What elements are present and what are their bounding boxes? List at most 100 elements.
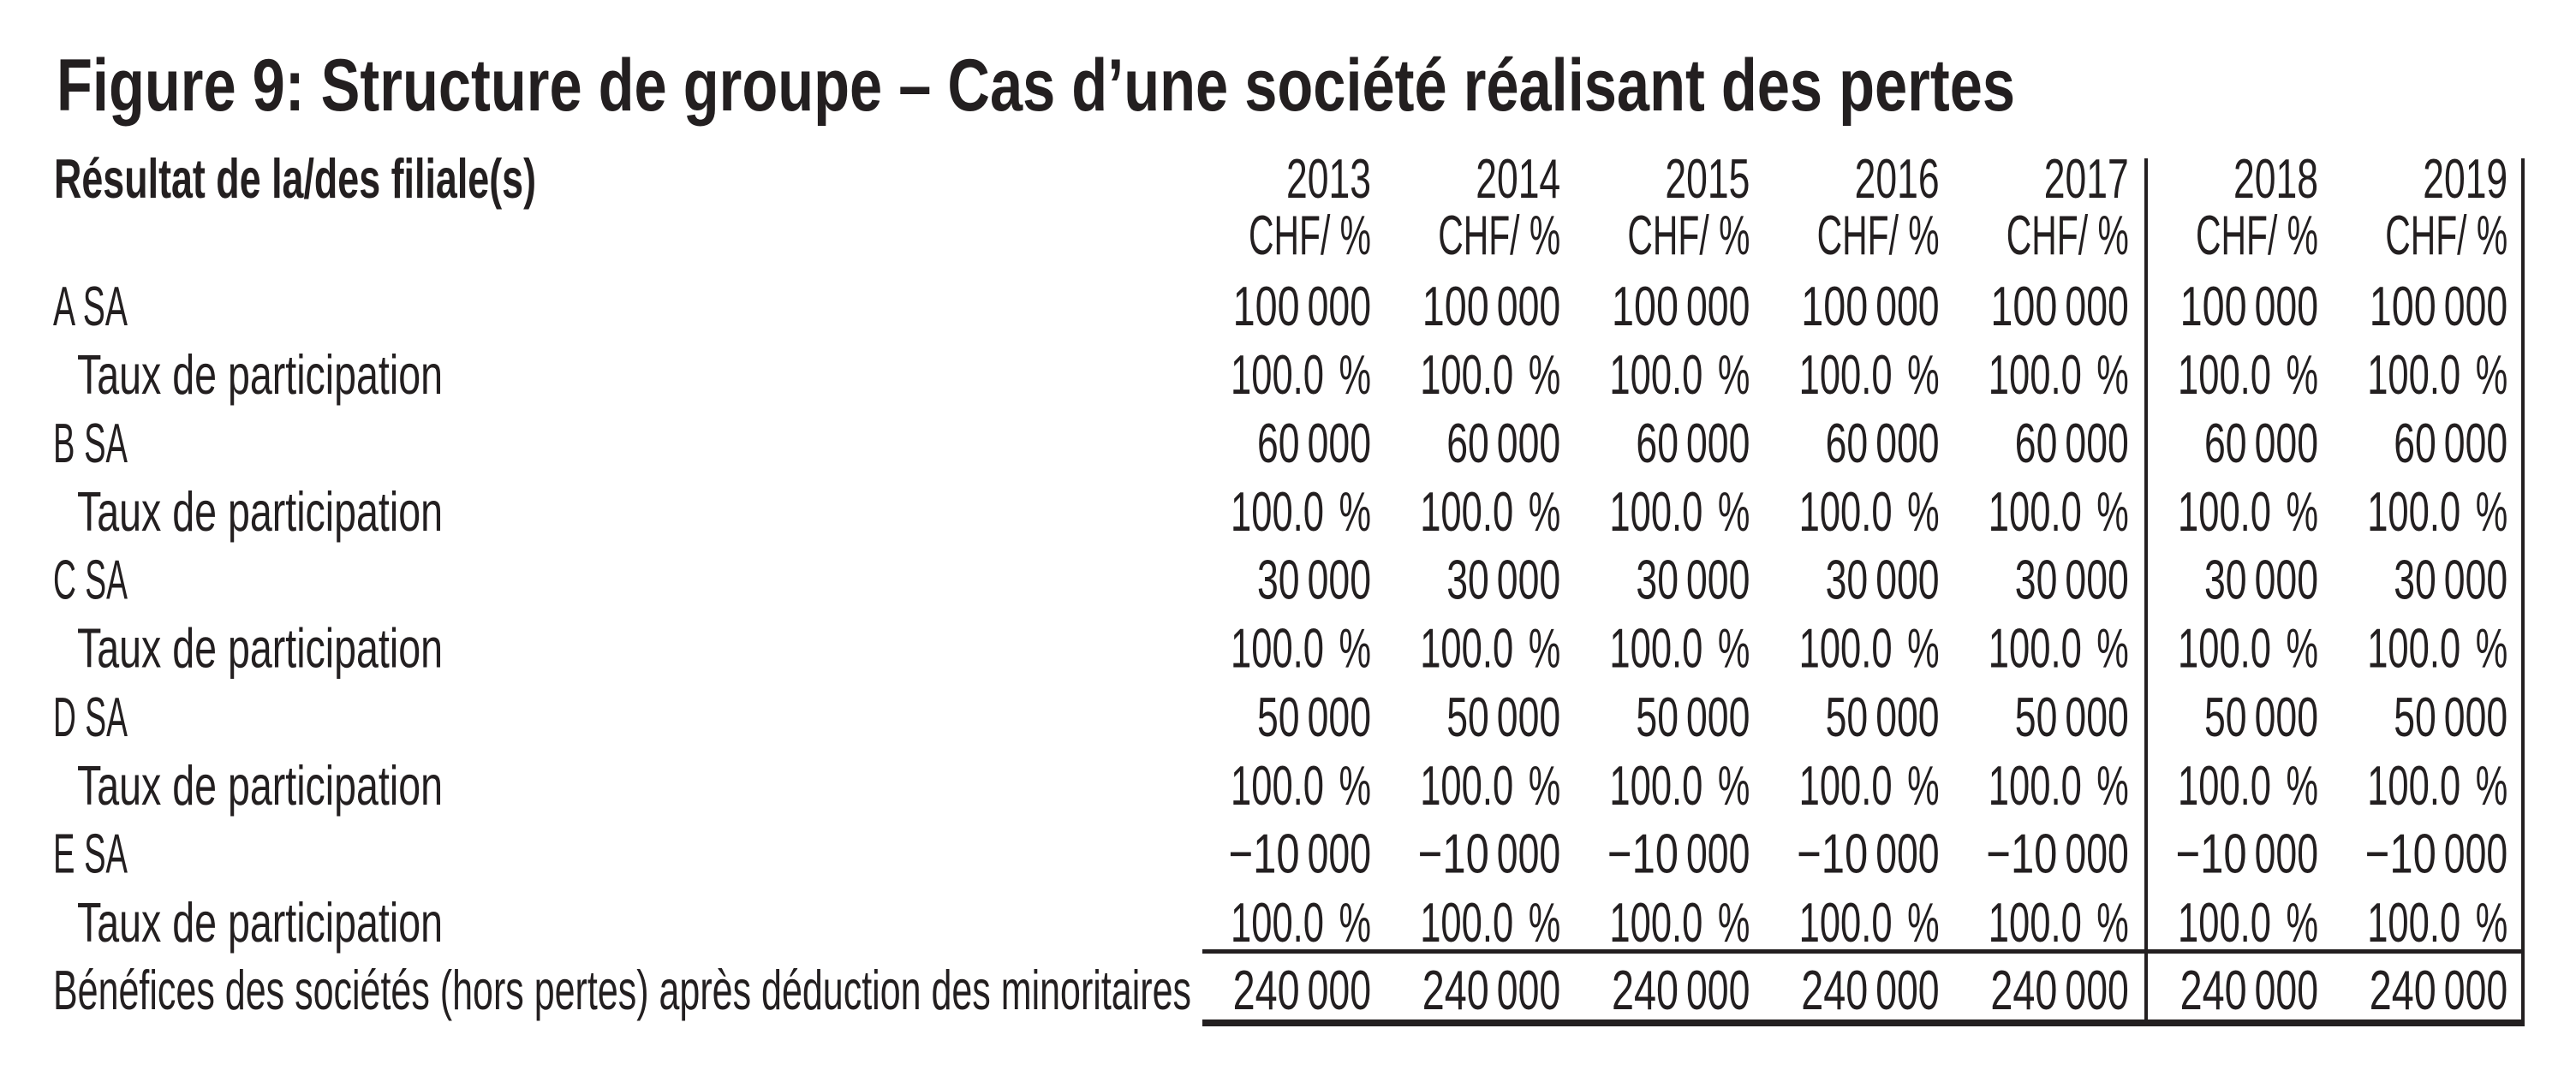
- svg-text:−10: −10: [1418, 823, 1489, 885]
- svg-text:100.0: 100.0: [2178, 891, 2271, 954]
- svg-text:CHF/ %: CHF/ %: [2007, 204, 2129, 266]
- svg-text:60: 60: [2015, 412, 2058, 474]
- svg-text:000: 000: [2444, 686, 2507, 748]
- svg-text:2014: 2014: [1476, 147, 1560, 210]
- svg-text:000: 000: [1875, 959, 1939, 1021]
- svg-text:000: 000: [2065, 275, 2128, 337]
- svg-text:100.0: 100.0: [1989, 480, 2082, 543]
- svg-text:240: 240: [1422, 959, 1489, 1021]
- svg-text:Taux de participation: Taux de participation: [77, 891, 443, 954]
- svg-text:100.0: 100.0: [1609, 480, 1702, 543]
- svg-text:100.0: 100.0: [1609, 617, 1702, 680]
- svg-text:100.0: 100.0: [1799, 891, 1893, 954]
- svg-text:000: 000: [1686, 686, 1750, 748]
- svg-text:60: 60: [2394, 412, 2436, 474]
- svg-text:100.0: 100.0: [1420, 891, 1513, 954]
- svg-text:100.0: 100.0: [1231, 343, 1324, 406]
- svg-text:100.0: 100.0: [1231, 754, 1324, 817]
- svg-text:C SA: C SA: [53, 549, 128, 611]
- svg-text:30: 30: [2394, 549, 2436, 611]
- svg-text:%: %: [1718, 754, 1750, 817]
- svg-text:000: 000: [1686, 412, 1750, 474]
- svg-text:%: %: [1529, 754, 1561, 817]
- svg-text:100: 100: [1990, 275, 2057, 337]
- svg-text:30: 30: [1446, 549, 1489, 611]
- svg-text:000: 000: [1686, 959, 1750, 1021]
- svg-text:100: 100: [1612, 275, 1679, 337]
- svg-text:100.0: 100.0: [2367, 891, 2460, 954]
- svg-text:Taux de participation: Taux de participation: [77, 617, 443, 680]
- svg-text:−10: −10: [1229, 823, 1300, 885]
- svg-text:%: %: [1718, 343, 1750, 406]
- svg-text:000: 000: [1308, 275, 1371, 337]
- svg-text:000: 000: [1308, 549, 1371, 611]
- svg-text:E SA: E SA: [53, 823, 128, 885]
- svg-text:50: 50: [1826, 686, 1869, 748]
- svg-text:000: 000: [1875, 275, 1939, 337]
- svg-text:30: 30: [2015, 549, 2058, 611]
- svg-text:000: 000: [2065, 412, 2128, 474]
- svg-text:000: 000: [1497, 959, 1560, 1021]
- svg-text:000: 000: [1497, 275, 1560, 337]
- svg-text:CHF/ %: CHF/ %: [1249, 204, 1371, 266]
- svg-text:−10: −10: [2176, 823, 2247, 885]
- svg-text:CHF/ %: CHF/ %: [2385, 204, 2507, 266]
- svg-text:Taux de participation: Taux de participation: [77, 343, 443, 406]
- svg-text:%: %: [1339, 891, 1372, 954]
- svg-text:%: %: [1907, 343, 1940, 406]
- svg-text:%: %: [2476, 754, 2508, 817]
- svg-text:240: 240: [1801, 959, 1868, 1021]
- svg-text:%: %: [2287, 754, 2319, 817]
- svg-text:%: %: [2476, 480, 2508, 543]
- svg-text:100.0: 100.0: [2367, 617, 2460, 680]
- svg-text:%: %: [1529, 617, 1561, 680]
- svg-text:100.0: 100.0: [1989, 617, 2082, 680]
- svg-text:%: %: [1339, 480, 1372, 543]
- svg-text:B SA: B SA: [53, 412, 128, 474]
- svg-text:100: 100: [1233, 275, 1300, 337]
- svg-text:2018: 2018: [2233, 147, 2318, 210]
- svg-text:CHF/ %: CHF/ %: [1627, 204, 1750, 266]
- svg-text:50: 50: [1257, 686, 1300, 748]
- svg-text:30: 30: [1257, 549, 1300, 611]
- svg-text:000: 000: [1875, 686, 1939, 748]
- svg-text:000: 000: [1686, 823, 1750, 885]
- svg-text:240: 240: [2370, 959, 2436, 1021]
- svg-text:%: %: [1529, 480, 1561, 543]
- svg-text:100.0: 100.0: [1799, 343, 1893, 406]
- svg-text:A SA: A SA: [53, 275, 128, 337]
- svg-text:%: %: [1718, 891, 1750, 954]
- svg-text:000: 000: [2255, 959, 2318, 1021]
- svg-text:Taux de participation: Taux de participation: [77, 754, 443, 817]
- svg-text:100: 100: [1801, 275, 1868, 337]
- svg-text:Résultat de la/des filiale(s): Résultat de la/des filiale(s): [54, 147, 536, 210]
- svg-text:2013: 2013: [1286, 147, 1371, 210]
- svg-text:000: 000: [1875, 823, 1939, 885]
- svg-text:100.0: 100.0: [1609, 343, 1702, 406]
- svg-text:%: %: [1339, 617, 1372, 680]
- svg-text:240: 240: [2180, 959, 2247, 1021]
- svg-text:000: 000: [1497, 823, 1560, 885]
- svg-text:000: 000: [2444, 959, 2507, 1021]
- svg-text:100: 100: [2370, 275, 2436, 337]
- svg-text:%: %: [2287, 480, 2319, 543]
- svg-text:100.0: 100.0: [1799, 617, 1893, 680]
- svg-text:100.0: 100.0: [2367, 480, 2460, 543]
- svg-text:%: %: [1529, 891, 1561, 954]
- svg-text:Bénéfices des sociétés (hors p: Bénéfices des sociétés (hors pertes) apr…: [53, 959, 1191, 1021]
- svg-text:50: 50: [2204, 686, 2247, 748]
- svg-text:100.0: 100.0: [1231, 617, 1324, 680]
- svg-text:%: %: [2096, 480, 2129, 543]
- svg-text:000: 000: [1308, 412, 1371, 474]
- svg-text:240: 240: [1990, 959, 2057, 1021]
- svg-text:100.0: 100.0: [1989, 891, 2082, 954]
- svg-text:%: %: [1907, 754, 1940, 817]
- svg-text:−10: −10: [1607, 823, 1679, 885]
- svg-text:100.0: 100.0: [1799, 754, 1893, 817]
- svg-text:240: 240: [1612, 959, 1679, 1021]
- svg-text:100.0: 100.0: [1420, 754, 1513, 817]
- svg-text:100.0: 100.0: [1799, 480, 1893, 543]
- svg-text:%: %: [1718, 617, 1750, 680]
- svg-text:%: %: [1339, 343, 1372, 406]
- svg-text:30: 30: [2204, 549, 2247, 611]
